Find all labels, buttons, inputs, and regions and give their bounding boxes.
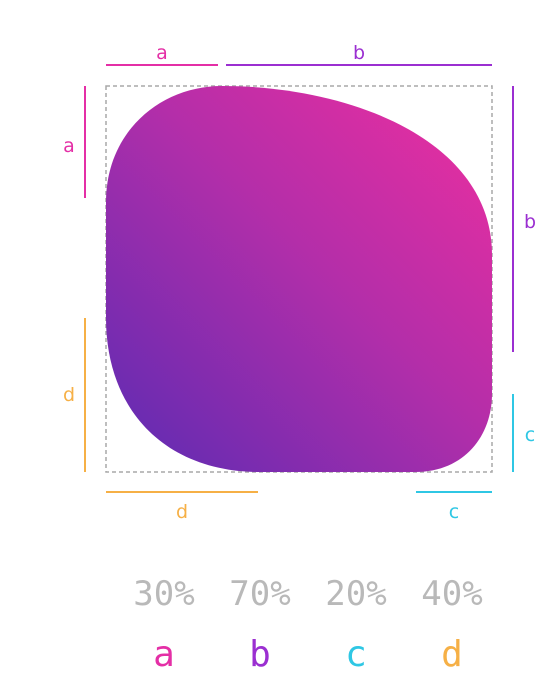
value-b: 70% (229, 574, 291, 614)
top-b-label: b (353, 42, 365, 64)
value-d: 40% (421, 574, 483, 614)
value-c: 20% (325, 574, 387, 614)
legend-letters-row: a b c d (128, 628, 488, 680)
legend-letter-d: d (441, 633, 463, 675)
legend-letter-b: b (249, 633, 271, 675)
gradient-blob-shape (106, 86, 492, 472)
right-c-label: c (525, 424, 535, 446)
left-d-label: d (63, 384, 75, 406)
percentage-values-row: 30% 70% 20% 40% (128, 570, 488, 618)
value-a: 30% (133, 574, 195, 614)
legend-letter-c: c (345, 633, 367, 675)
left-a-label: a (63, 135, 75, 157)
bottom-d-label: d (176, 501, 188, 523)
right-b-label: b (524, 211, 536, 233)
bottom-c-label: c (449, 501, 459, 523)
top-a-label: a (156, 42, 168, 64)
legend-letter-a: a (153, 633, 175, 675)
